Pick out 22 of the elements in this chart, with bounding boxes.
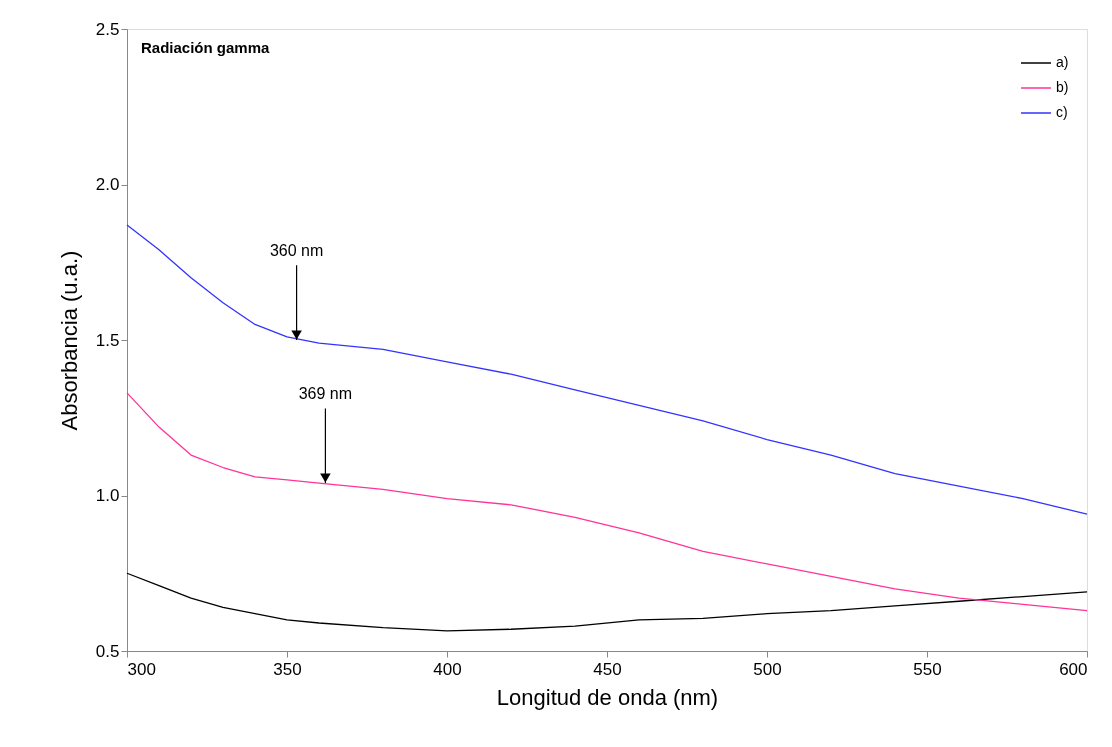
y-tick-label: 1.5	[95, 330, 120, 350]
x-tick-label: 500	[753, 659, 782, 679]
y-tick-label: 1.0	[95, 486, 120, 505]
y-axis-title: Absorbancia (u.a.)	[56, 250, 82, 431]
x-tick-label: 600	[1059, 659, 1088, 679]
x-tick-label: 300	[127, 659, 156, 679]
line-series	[126, 224, 1088, 515]
annotation: 369 nm	[298, 385, 353, 403]
legend-label: a)	[1056, 54, 1069, 70]
y-tick-label: 2.0	[95, 175, 120, 194]
text: Radiación gamma	[141, 39, 271, 56]
y-tick-label: 2.5	[95, 19, 120, 39]
legend-label: b)	[1056, 79, 1069, 95]
x-tick-label: 350	[273, 659, 302, 679]
y-tick-label: 0.5	[95, 641, 120, 661]
x-axis-title: Longitud de onda (nm)	[496, 684, 719, 710]
x-tick-label: 550	[913, 659, 942, 679]
x-tick-label: 400	[433, 659, 462, 679]
legend-label: c)	[1056, 104, 1068, 120]
annotation: 360 nm	[269, 242, 324, 260]
x-tick-label: 450	[593, 659, 622, 679]
line-series	[126, 572, 1088, 632]
